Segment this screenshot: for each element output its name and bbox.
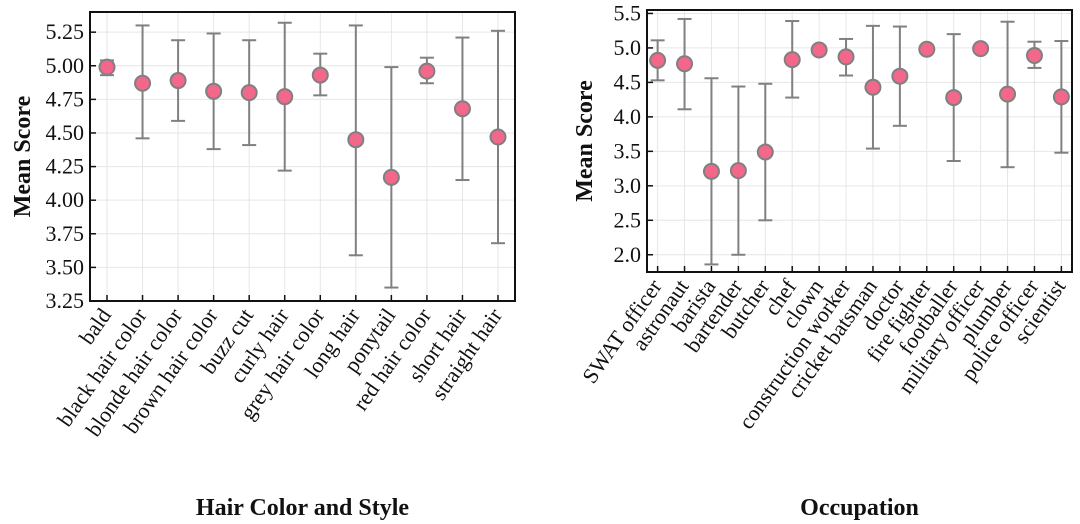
data-point <box>837 48 855 66</box>
y-tick-label: 3.25 <box>46 288 85 313</box>
x-axis-title: Hair Color and Style <box>196 495 409 521</box>
data-point <box>276 88 294 106</box>
y-tick-label: 5.5 <box>614 0 642 25</box>
y-tick-label: 3.5 <box>614 138 642 163</box>
chart-hair: 3.253.503.754.004.254.504.755.005.25bald… <box>10 11 516 521</box>
y-axis-title: Mean Score <box>10 95 36 217</box>
data-point <box>702 162 720 180</box>
data-point <box>649 51 667 69</box>
y-tick-label: 5.00 <box>46 53 85 78</box>
data-point <box>98 58 116 76</box>
data-point <box>453 100 471 118</box>
y-tick-label: 4.75 <box>46 86 85 111</box>
data-point <box>134 74 152 92</box>
y-tick-label: 3.50 <box>46 254 85 279</box>
data-point <box>205 82 223 100</box>
y-tick-label: 4.50 <box>46 120 85 145</box>
y-tick-label: 5.25 <box>46 19 85 44</box>
data-point <box>382 168 400 186</box>
y-tick-label: 4.25 <box>46 154 85 179</box>
data-point <box>1052 88 1070 106</box>
plot-frame <box>89 11 516 302</box>
y-tick-label: 4.5 <box>614 69 642 94</box>
y-tick-label: 4.0 <box>614 104 642 129</box>
y-tick-label: 4.00 <box>46 187 85 212</box>
data-point <box>756 143 774 161</box>
data-point <box>945 89 963 107</box>
data-point <box>729 162 747 180</box>
data-point <box>489 128 507 146</box>
data-point <box>918 40 936 58</box>
plot-frame <box>646 9 1073 273</box>
data-point <box>783 51 801 69</box>
y-tick-label: 3.0 <box>614 173 642 198</box>
data-point <box>240 84 258 102</box>
y-tick-label: 3.75 <box>46 221 85 246</box>
data-point <box>810 41 828 59</box>
y-tick-label: 5.0 <box>614 35 642 60</box>
data-point <box>1025 47 1043 65</box>
data-point <box>972 40 990 58</box>
y-tick-label: 2.5 <box>614 207 642 232</box>
data-point <box>891 67 909 85</box>
data-point <box>676 55 694 73</box>
data-point <box>999 85 1017 103</box>
data-point <box>169 72 187 90</box>
x-axis-title: Occupation <box>800 495 919 521</box>
y-tick-label: 2.0 <box>614 242 642 267</box>
data-point <box>311 66 329 84</box>
data-point <box>864 78 882 96</box>
data-point <box>418 62 436 80</box>
data-point <box>347 131 365 149</box>
y-axis-title: Mean Score <box>572 80 598 202</box>
